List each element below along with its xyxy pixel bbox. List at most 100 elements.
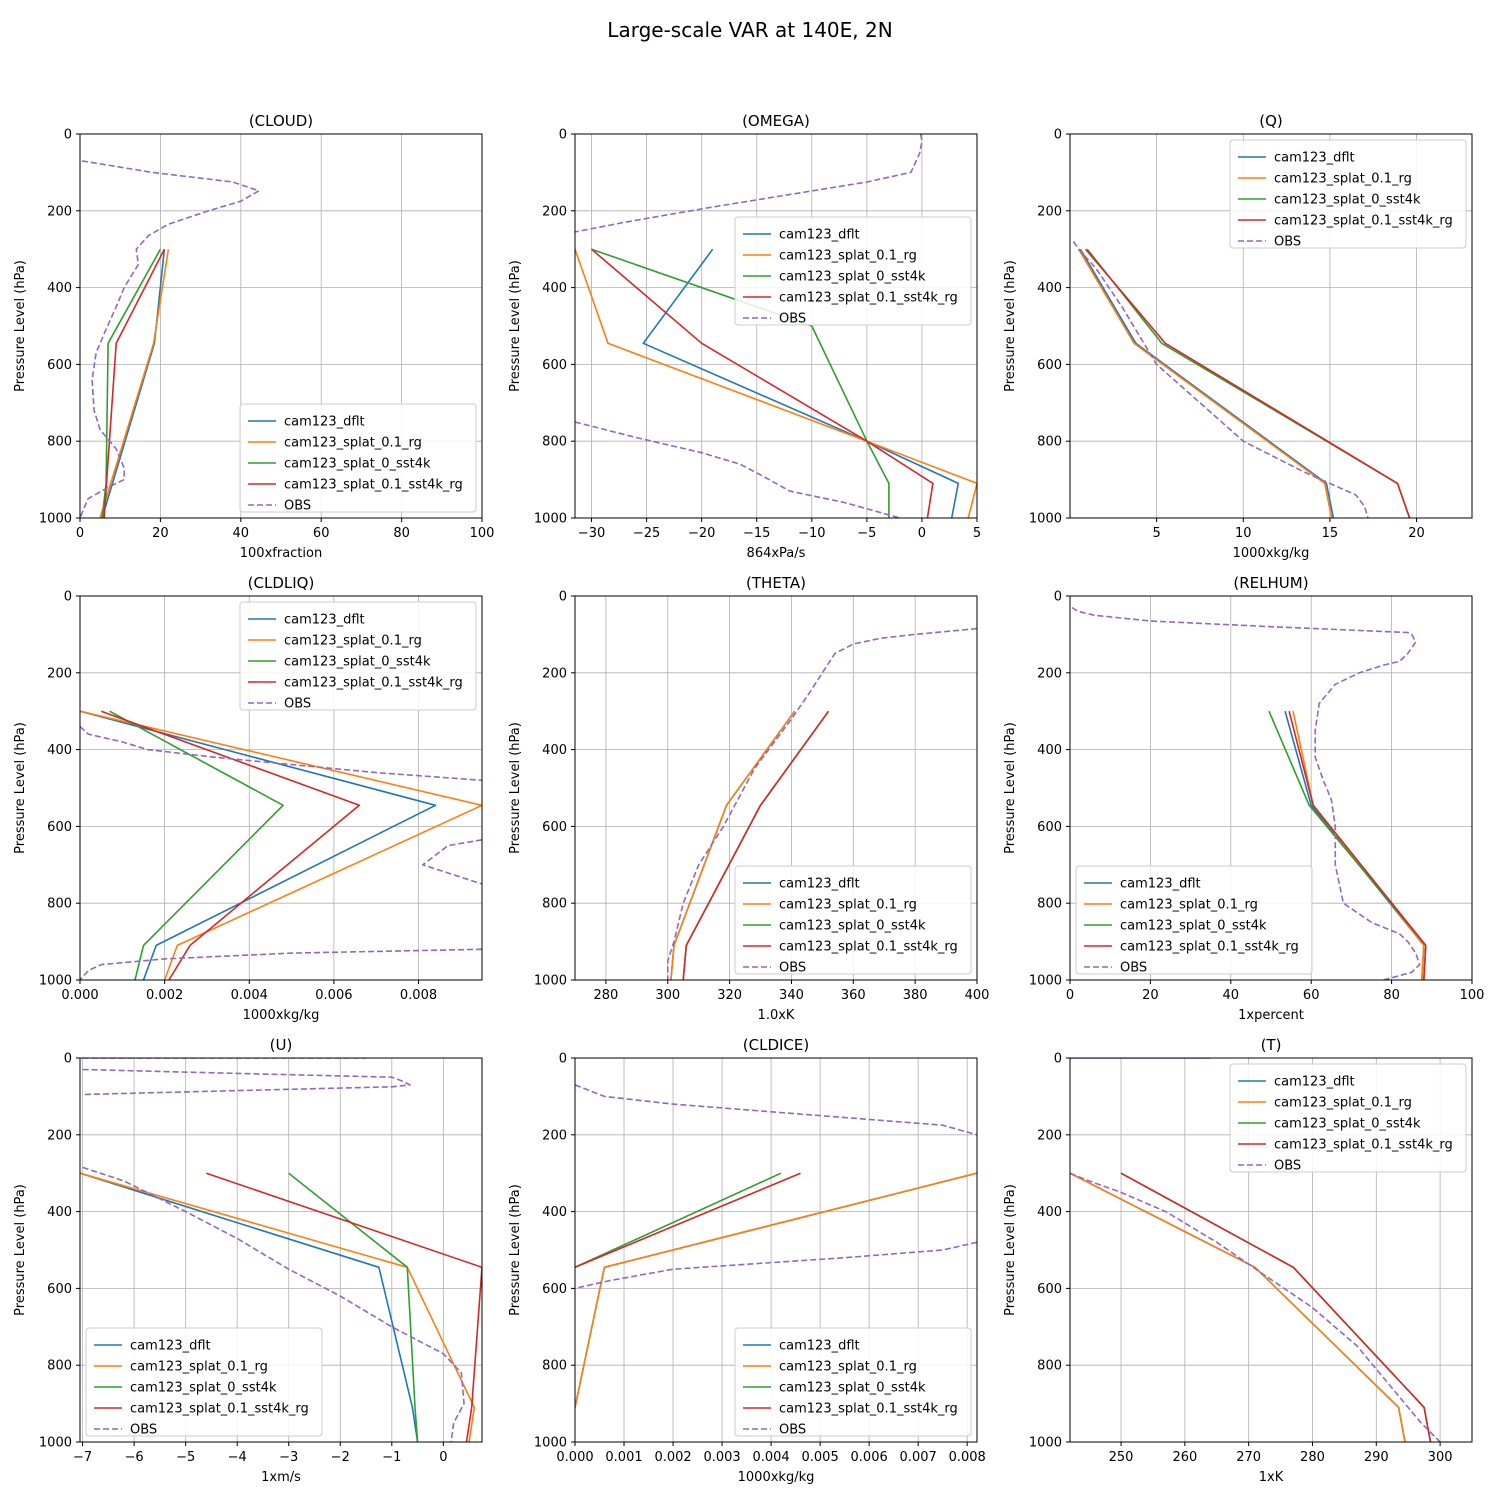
x-tick-label: 280 xyxy=(594,988,619,1003)
series-line-obs xyxy=(82,1166,465,1442)
x-tick-label: −30 xyxy=(578,526,605,541)
y-tick-label: 600 xyxy=(542,1282,567,1297)
x-tick-label: 40 xyxy=(1223,988,1240,1003)
series-line-obs xyxy=(575,421,901,518)
x-tick-label: −1 xyxy=(382,1450,401,1465)
y-tick-label: 600 xyxy=(1037,1282,1062,1297)
panel-title: (THETA) xyxy=(746,574,806,592)
series-line-cam123-splat-0-1-sst4k-rg xyxy=(103,248,166,518)
series-line-cam123-splat-0-1-rg xyxy=(1078,248,1333,518)
y-tick-label: 200 xyxy=(542,1128,567,1143)
legend-label-obs: OBS xyxy=(284,499,311,514)
series-line-obs xyxy=(82,1068,411,1096)
axes-frame xyxy=(1069,595,1473,981)
y-tick-label: 1000 xyxy=(1029,1436,1062,1451)
series-line-cam123-splat-0-1-rg xyxy=(670,710,796,980)
panel-title: (T) xyxy=(1261,1036,1282,1054)
x-axis-label: 100xfraction xyxy=(240,546,322,561)
x-axis-label: 1.0xK xyxy=(758,1008,795,1023)
y-tick-label: 800 xyxy=(1037,897,1062,912)
legend-label-cam123-splat-0-sst4k: cam123_splat_0_sst4k xyxy=(284,655,431,670)
x-tick-label: −5 xyxy=(857,526,876,541)
panel-cldice: 0.000 0.001 0.002 0.003 0.004 0.005 0.006 0.007… xyxy=(508,1036,986,1485)
y-tick-label: 200 xyxy=(1037,1128,1062,1143)
series-group xyxy=(575,1084,977,1408)
legend-box xyxy=(1075,865,1313,975)
legend-label-cam123-splat-0-1-sst4k-rg: cam123_splat_0.1_sst4k_rg xyxy=(130,1402,309,1417)
series-line-obs xyxy=(1071,606,1421,980)
panel-title: (U) xyxy=(270,1036,293,1054)
x-tick-label: 320 xyxy=(717,988,742,1003)
y-tick-label: 800 xyxy=(542,1359,567,1374)
y-tick-label: 200 xyxy=(47,666,72,681)
y-tick-label: 200 xyxy=(47,1128,72,1143)
legend-label-cam123-splat-0-sst4k: cam123_splat_0_sst4k xyxy=(130,1381,277,1396)
series-line-cam123-splat-0-1-rg xyxy=(1070,1172,1406,1442)
y-tick-label: 1000 xyxy=(39,512,72,527)
x-tick-label: 100 xyxy=(1460,988,1485,1003)
y-axis-label: Pressure Level (hPa) xyxy=(508,722,523,854)
y-tick-label: 400 xyxy=(1037,1205,1062,1220)
legend-label-obs: OBS xyxy=(779,1423,806,1438)
legend-box xyxy=(239,403,477,513)
legend-box xyxy=(239,601,477,711)
x-tick-label: 0.004 xyxy=(231,988,268,1003)
legend-label-cam123-splat-0-1-sst4k-rg: cam123_splat_0.1_sst4k_rg xyxy=(1120,940,1299,955)
x-tick-label: −4 xyxy=(228,1450,247,1465)
x-tick-label: 20 xyxy=(1142,988,1159,1003)
y-axis-label: Pressure Level (hPa) xyxy=(508,260,523,392)
y-axis-label: Pressure Level (hPa) xyxy=(1003,260,1018,392)
legend: cam123_dflt cam123_splat_0.1_rg cam123_spl… xyxy=(1229,139,1467,250)
y-axis-label: Pressure Level (hPa) xyxy=(508,1184,523,1316)
y-tick-label: 0 xyxy=(559,1052,567,1067)
legend-label-cam123-splat-0-1-rg: cam123_splat_0.1_rg xyxy=(284,436,422,451)
y-tick-label: 0 xyxy=(1054,1052,1062,1067)
legend-label-cam123-dflt: cam123_dflt xyxy=(1274,1075,1355,1090)
panel-cloud: 0 20 40 60 80 10002004006008001000(CLOUD)100x… xyxy=(13,112,494,561)
y-tick-label: 200 xyxy=(47,204,72,219)
x-tick-label: −7 xyxy=(73,1450,92,1465)
y-tick-label: 800 xyxy=(47,435,72,450)
x-tick-label: 0.004 xyxy=(752,1450,789,1465)
legend-label-cam123-splat-0-sst4k: cam123_splat_0_sst4k xyxy=(779,919,926,934)
y-tick-label: 400 xyxy=(47,743,72,758)
legend-label-cam123-splat-0-1-rg: cam123_splat_0.1_rg xyxy=(1274,1096,1412,1111)
y-tick-label: 200 xyxy=(542,666,567,681)
x-tick-label: 40 xyxy=(233,526,250,541)
y-tick-label: 800 xyxy=(542,435,567,450)
y-tick-label: 0 xyxy=(1054,590,1062,605)
x-tick-label: 0 xyxy=(918,526,926,541)
y-axis-label: Pressure Level (hPa) xyxy=(1003,722,1018,854)
legend-box xyxy=(734,865,972,975)
x-tick-label: 0.000 xyxy=(61,988,98,1003)
x-tick-label: 0 xyxy=(439,1450,447,1465)
x-tick-label: 0.005 xyxy=(802,1450,839,1465)
legend-label-cam123-splat-0-1-rg: cam123_splat_0.1_rg xyxy=(130,1360,268,1375)
series-line-cam123-splat-0-1-rg xyxy=(99,249,170,518)
legend-label-cam123-dflt: cam123_dflt xyxy=(284,415,365,430)
legend-label-cam123-splat-0-sst4k: cam123_splat_0_sst4k xyxy=(779,270,926,285)
legend-label-cam123-splat-0-1-sst4k-rg: cam123_splat_0.1_sst4k_rg xyxy=(1274,214,1453,229)
x-tick-label: 380 xyxy=(903,988,928,1003)
x-tick-label: 0.007 xyxy=(900,1450,937,1465)
legend-label-cam123-splat-0-1-sst4k-rg: cam123_splat_0.1_sst4k_rg xyxy=(779,940,958,955)
y-tick-label: 200 xyxy=(1037,204,1062,219)
panel-title: (Q) xyxy=(1259,112,1283,130)
series-line-cam123-splat-0-1-rg xyxy=(80,710,482,980)
legend-label-obs: OBS xyxy=(1120,961,1147,976)
legend-label-cam123-dflt: cam123_dflt xyxy=(130,1339,211,1354)
legend-label-cam123-dflt: cam123_dflt xyxy=(1274,151,1355,166)
x-axis-label: 1000xkg/kg xyxy=(738,1470,815,1485)
legend: cam123_dflt cam123_splat_0.1_rg cam123_spl… xyxy=(1229,1063,1467,1174)
legend-label-cam123-splat-0-1-rg: cam123_splat_0.1_rg xyxy=(1120,898,1258,913)
y-tick-label: 0 xyxy=(559,128,567,143)
axes-frame xyxy=(79,595,483,981)
legend-label-cam123-splat-0-1-sst4k-rg: cam123_splat_0.1_sst4k_rg xyxy=(779,1402,958,1417)
x-tick-label: −15 xyxy=(743,526,770,541)
x-tick-label: 0.006 xyxy=(851,1450,888,1465)
x-tick-label: −3 xyxy=(279,1450,298,1465)
y-tick-label: 800 xyxy=(1037,435,1062,450)
y-tick-label: 1000 xyxy=(534,974,567,989)
series-line-cam123-dflt xyxy=(1079,248,1335,518)
series-group xyxy=(1070,1058,1441,1442)
